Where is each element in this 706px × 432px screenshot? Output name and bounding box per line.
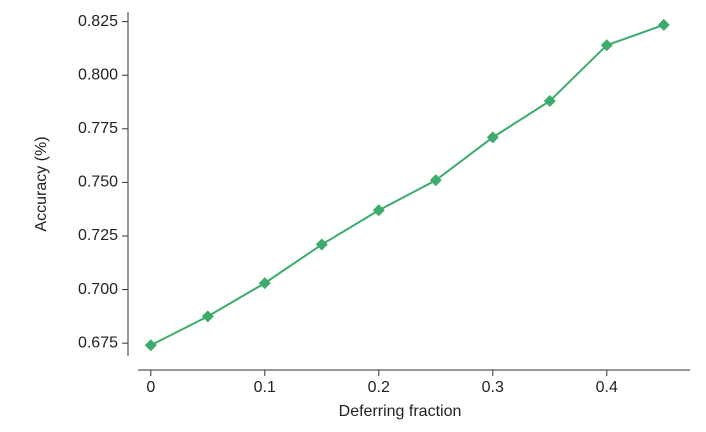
x-axis-label: Deferring fraction bbox=[339, 403, 462, 420]
x-tick-label: 0 bbox=[146, 379, 155, 396]
marker bbox=[144, 339, 157, 352]
y-tick-label: 0.825 bbox=[78, 13, 118, 30]
marker bbox=[315, 238, 328, 251]
y-tick-label: 0.675 bbox=[78, 334, 118, 351]
x-tick-label: 0.1 bbox=[254, 379, 276, 396]
marker bbox=[657, 18, 670, 31]
marker bbox=[543, 94, 556, 107]
marker bbox=[429, 174, 442, 187]
y-tick-label: 0.750 bbox=[78, 174, 118, 191]
marker bbox=[600, 39, 613, 52]
x-tick-label: 0.2 bbox=[368, 379, 390, 396]
marker bbox=[201, 310, 214, 323]
y-axis-label: Accuracy (%) bbox=[33, 136, 50, 231]
y-tick-label: 0.800 bbox=[78, 66, 118, 83]
y-tick-label: 0.725 bbox=[78, 227, 118, 244]
y-tick-label: 0.775 bbox=[78, 120, 118, 137]
marker bbox=[486, 131, 499, 144]
x-tick-label: 0.4 bbox=[596, 379, 618, 396]
marker bbox=[372, 204, 385, 217]
y-tick-label: 0.700 bbox=[78, 281, 118, 298]
marker bbox=[258, 277, 271, 290]
x-tick-label: 0.3 bbox=[482, 379, 504, 396]
line bbox=[150, 23, 665, 347]
